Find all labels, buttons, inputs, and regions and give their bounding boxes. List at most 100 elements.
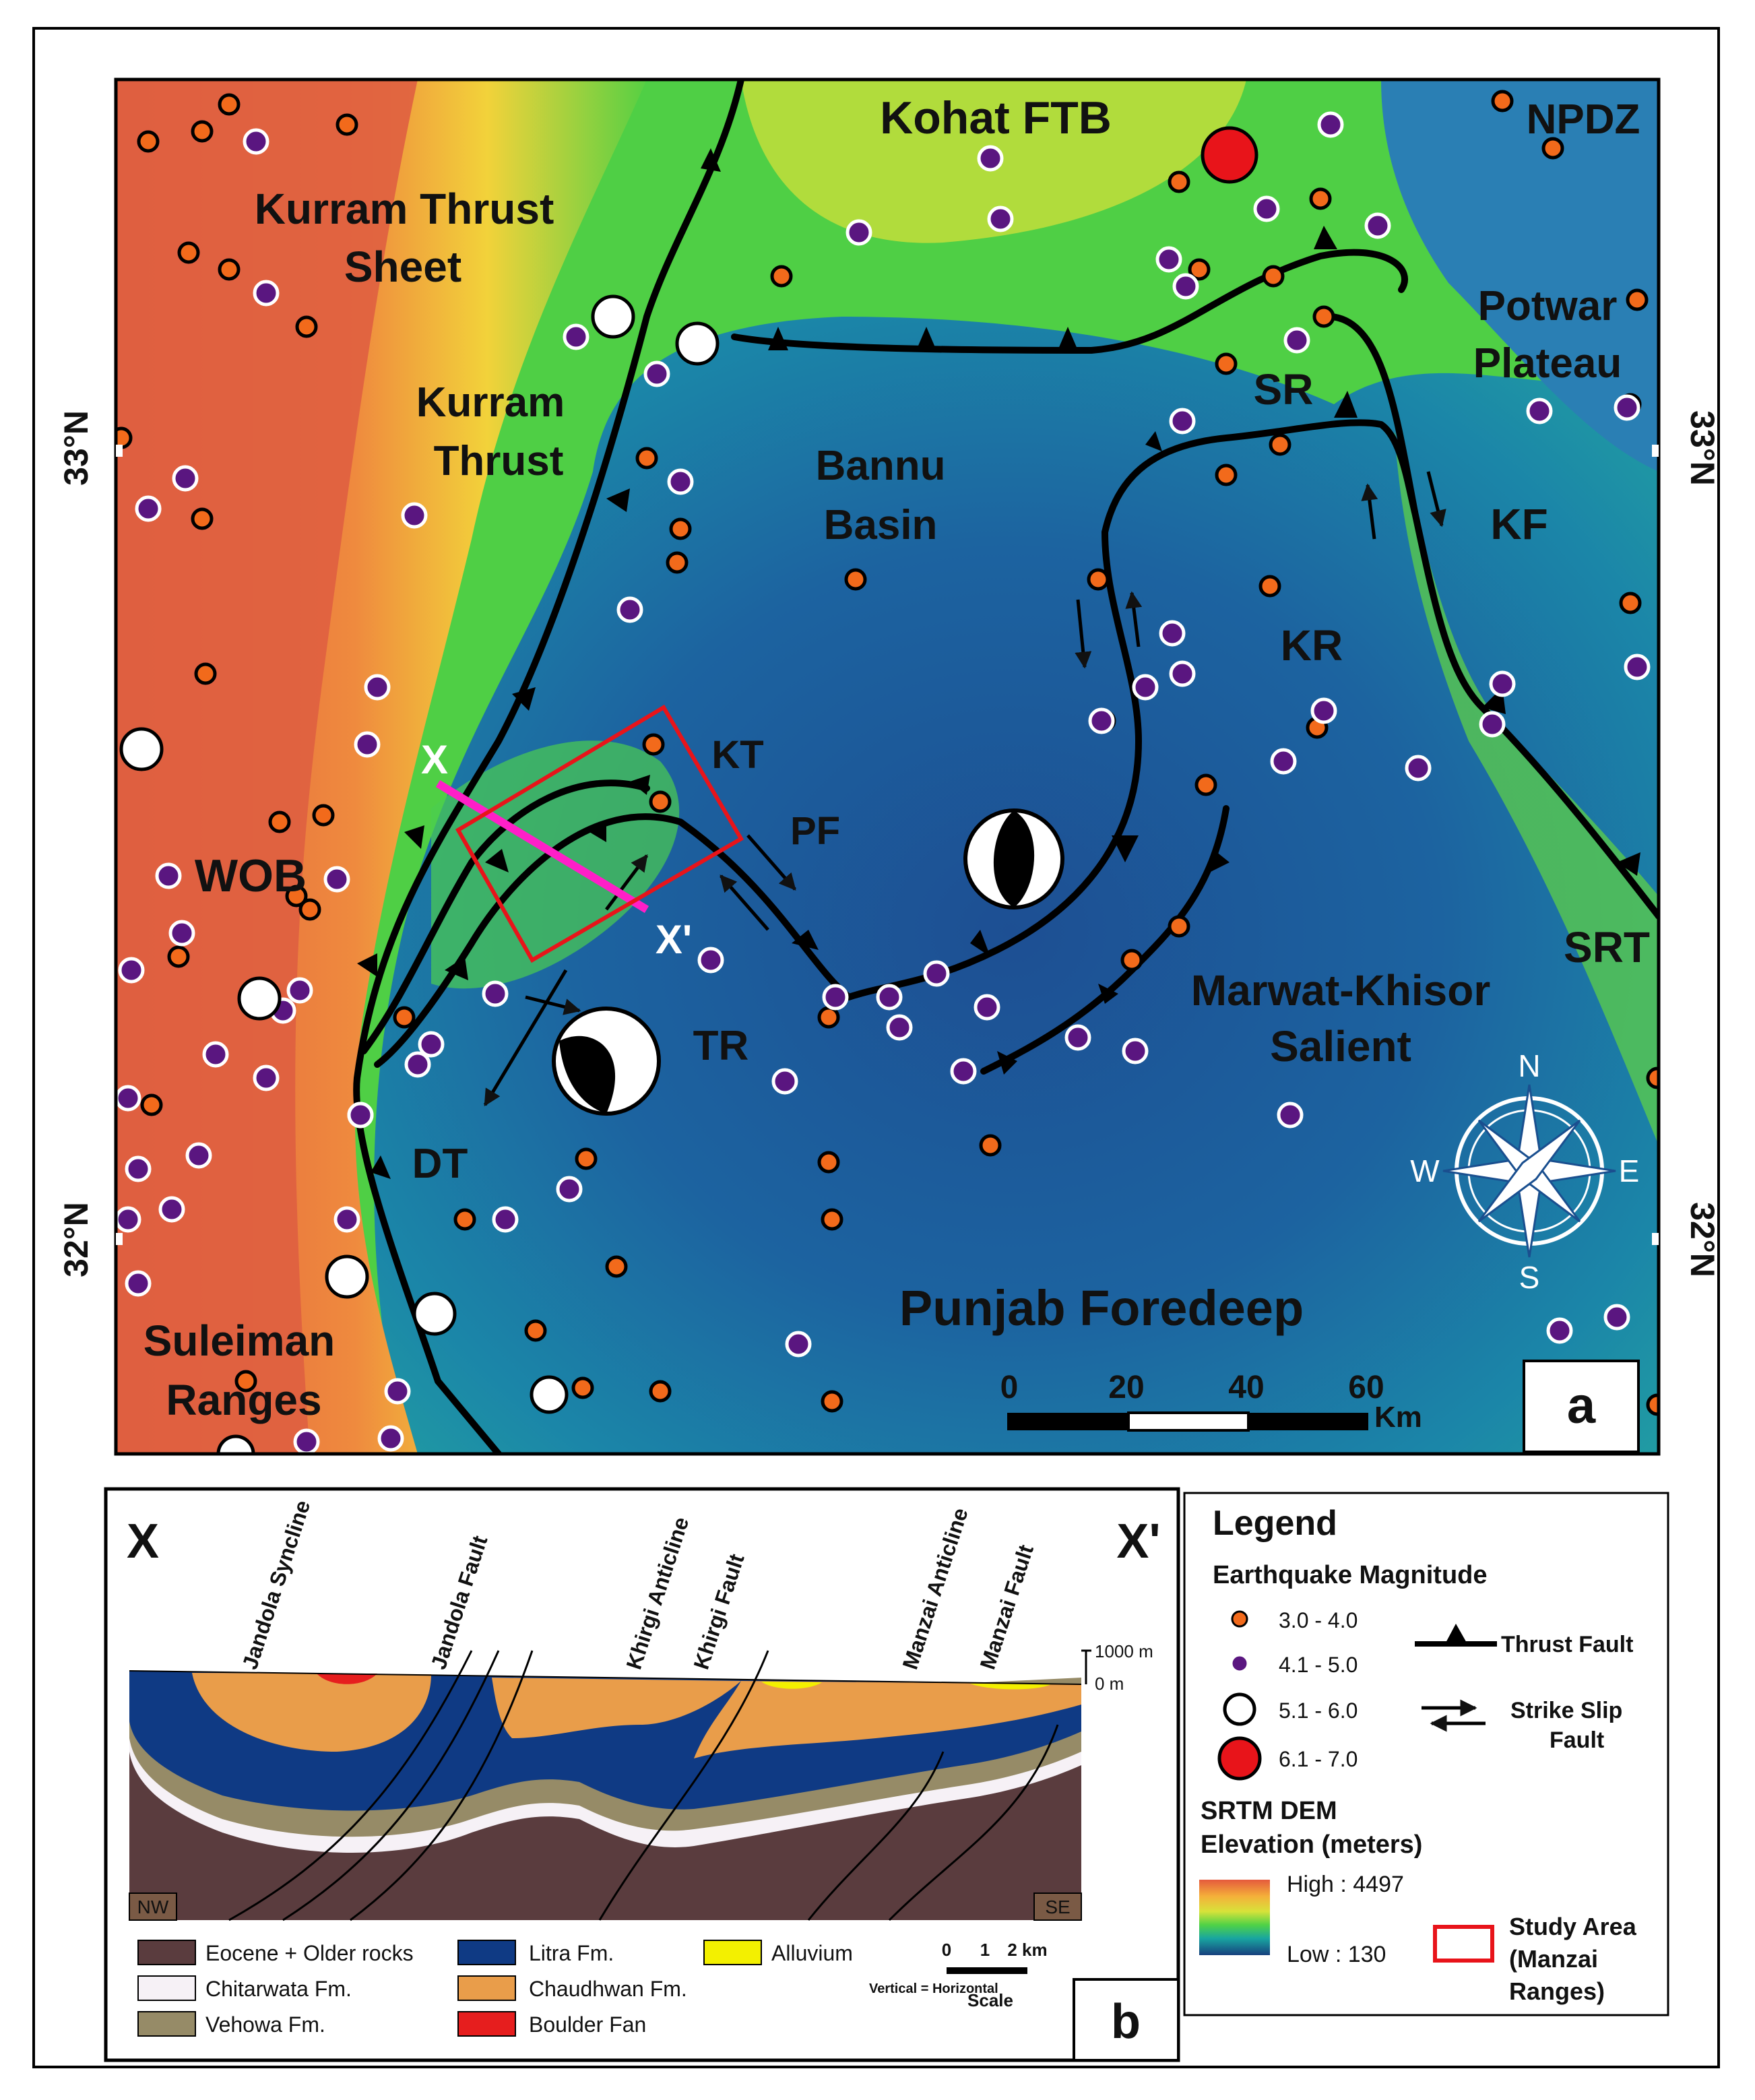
dem-color-ramp <box>1199 1880 1270 1955</box>
unit-litra: Litra Fm. <box>529 1941 614 1965</box>
strike-slip-arrows <box>483 471 1446 1107</box>
pf-thrust-line <box>374 529 1142 1068</box>
figure-frame <box>32 27 1720 2068</box>
label-wob: WOB <box>195 850 307 901</box>
section-end-x: X <box>127 1515 159 1568</box>
label-kurram-sheet-2: Sheet <box>344 243 461 291</box>
label-section-x: X <box>421 737 448 782</box>
legend-strike-slip-2: Fault <box>1550 1727 1604 1753</box>
layer-chaudhwan-mid <box>492 1678 741 1738</box>
study-area-box <box>455 704 744 963</box>
panel-a-box <box>1523 1360 1640 1453</box>
layer-alluvium-1 <box>761 1682 822 1689</box>
label-kohat: Kohat FTB <box>880 92 1112 144</box>
dem-east-foothills <box>1395 431 1659 1145</box>
lat-32-left: 32°N <box>57 1202 95 1277</box>
panel-a-label: a <box>1567 1377 1596 1434</box>
scale-tick-60: 60 <box>1348 1370 1384 1405</box>
unit-chaudhwan: Chaudhwan Fm. <box>529 1977 687 2001</box>
label-kurram-thrust-1: Kurram <box>416 379 565 426</box>
earthquake-points <box>116 90 1659 1454</box>
legend-strike-slip-1: Strike Slip <box>1510 1698 1622 1723</box>
elev-1000: 1000 m <box>1095 1641 1153 1661</box>
fault-lines <box>353 79 1659 1454</box>
dem-manzai <box>431 740 680 989</box>
map-scale-bar: 0 20 40 60 Km <box>1000 1370 1422 1434</box>
legend-panel: Legend Earthquake Magnitude 3.0 - 4.0 4.… <box>1183 1492 1669 2016</box>
lat-32-right: 32°N <box>1684 1202 1721 1277</box>
label-kf: KF <box>1490 500 1547 548</box>
map-border <box>114 77 1661 1456</box>
legend-title: Legend <box>1213 1504 1337 1543</box>
kt-line <box>360 779 650 1054</box>
layer-alluvium-2 <box>970 1684 1051 1690</box>
layer-boulder-fan <box>317 1674 377 1684</box>
legend-dem-1: SRTM DEM <box>1201 1797 1337 1825</box>
lat-labels: 33°N 33°N 32°N 32°N <box>57 410 1721 1277</box>
section-faults <box>228 1650 1059 1921</box>
label-bannu-2: Basin <box>824 502 938 548</box>
eq-class-2: 4.1 - 5.0 <box>1279 1653 1358 1677</box>
section-panel-b: X X' Jandola Syncline Jandola Fault Khir… <box>104 1487 1180 2062</box>
compass-s: S <box>1519 1260 1540 1295</box>
label-suleiman-1: Suleiman <box>143 1316 336 1365</box>
legend-eq-title: Earthquake Magnitude <box>1213 1561 1488 1589</box>
legend-low: Low : 130 <box>1287 1942 1386 1967</box>
sscale-note: Vertical = Horizontal <box>869 1981 998 1996</box>
compass-e: E <box>1619 1153 1640 1188</box>
section-layers <box>129 1670 1082 1920</box>
dem-potwar <box>1381 79 1659 472</box>
bannu-north-thrust <box>731 249 1408 354</box>
label-kurram-sheet-1: Kurram Thrust <box>255 185 554 233</box>
sscale-label: Scale <box>967 1990 1013 2010</box>
map-labels: Kohat FTB NPDZ Kurram Thrust Sheet Kurra… <box>143 92 1650 1424</box>
legend-thrust: Thrust Fault <box>1501 1632 1633 1657</box>
eq-class-4: 6.1 - 7.0 <box>1279 1747 1358 1771</box>
label-npdz: NPDZ <box>1527 96 1640 143</box>
label-bannu-1: Bannu <box>816 443 946 489</box>
label-kt: KT <box>711 733 763 777</box>
legend-study-1: Study Area <box>1509 1913 1637 1940</box>
lat-33-left: 33°N <box>57 410 95 486</box>
quake-m6 <box>1201 126 1258 184</box>
sscale-0: 0 <box>942 1940 951 1960</box>
label-punjab: Punjab Foredeep <box>899 1280 1304 1336</box>
map-ticks <box>116 445 1659 1245</box>
section-unit-legend: Eocene + Older rocks Chitarwata Fm. Veho… <box>137 1940 853 2037</box>
section-elev-scale: 1000 m 0 m <box>1081 1641 1153 1694</box>
label-pf: PF <box>790 809 840 853</box>
label-suleiman-2: Ranges <box>166 1376 321 1424</box>
compass-rose: N S E W <box>1410 1048 1639 1295</box>
unit-alluvium: Alluvium <box>771 1941 853 1965</box>
scale-unit: Km <box>1374 1401 1422 1434</box>
thrust-teeth <box>357 148 1640 1179</box>
corner-nw: NW <box>137 1897 169 1917</box>
section-line <box>435 779 649 914</box>
elev-0: 0 m <box>1095 1674 1124 1694</box>
section-end-xp: X' <box>1116 1515 1160 1568</box>
label-section-xp: X' <box>656 917 692 962</box>
label-dt: DT <box>412 1141 468 1187</box>
unit-vehowa: Vehowa Fm. <box>205 2012 325 2037</box>
eq-class-1: 3.0 - 4.0 <box>1279 1608 1358 1632</box>
kurram-thrust-line <box>353 79 744 1454</box>
label-sr: SR <box>1254 365 1314 414</box>
layer-chaudhwan-west <box>192 1673 431 1752</box>
label-kr: KR <box>1281 621 1343 670</box>
sscale-2: 2 km <box>1007 1940 1047 1960</box>
label-marwat-2: Salient <box>1270 1022 1411 1071</box>
eq-class-3: 5.1 - 6.0 <box>1279 1698 1358 1723</box>
lat-33-right: 33°N <box>1684 410 1721 486</box>
unit-eocene: Eocene + Older rocks <box>205 1941 414 1965</box>
layer-chaudhwan-east <box>694 1681 1081 1758</box>
sr-thrust <box>1102 419 1418 536</box>
compass-w: W <box>1410 1153 1440 1188</box>
legend-high: High : 4497 <box>1287 1872 1404 1897</box>
label-potwar-2: Plateau <box>1473 340 1622 387</box>
sscale-1: 1 <box>980 1940 990 1960</box>
unit-boulder-fan: Boulder Fan <box>529 2012 646 2037</box>
label-tr: TR <box>693 1023 749 1069</box>
scale-tick-20: 20 <box>1108 1370 1144 1405</box>
focal-mechanism-1 <box>963 808 1064 910</box>
